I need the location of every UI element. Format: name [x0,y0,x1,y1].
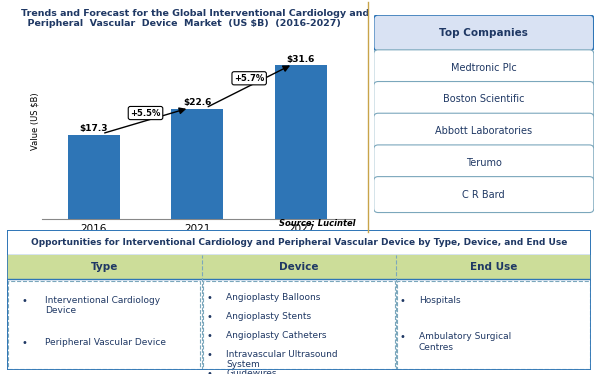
Text: •: • [399,296,405,306]
FancyBboxPatch shape [374,113,594,149]
Text: •: • [207,369,213,374]
Text: •: • [207,312,213,322]
Text: Peripheral Vascular Device: Peripheral Vascular Device [45,338,166,347]
FancyBboxPatch shape [374,177,594,212]
Text: •: • [207,331,213,341]
Text: $31.6: $31.6 [287,55,315,64]
FancyBboxPatch shape [374,50,594,86]
Text: Device: Device [279,262,319,272]
Text: Angioplasty Catheters: Angioplasty Catheters [226,331,327,340]
Text: Guidewires: Guidewires [226,369,276,374]
Text: Medtronic Plc: Medtronic Plc [451,63,517,73]
Text: Hospitals: Hospitals [419,296,460,305]
FancyBboxPatch shape [7,230,591,370]
Text: $22.6: $22.6 [183,98,212,107]
Text: +5.5%: +5.5% [130,108,161,117]
Text: Trends and Forecast for the Global Interventional Cardiology and: Trends and Forecast for the Global Inter… [21,9,369,18]
Text: Terumo: Terumo [466,158,502,168]
Bar [275,65,327,219]
Text: Top Companies: Top Companies [440,28,528,38]
Text: •: • [207,293,213,303]
Text: Abbott Laboratories: Abbott Laboratories [435,126,532,136]
Text: Opportunities for Interventional Cardiology and Peripheral Vascular Device by Ty: Opportunities for Interventional Cardiol… [31,238,567,247]
Text: End Use: End Use [469,262,517,272]
FancyBboxPatch shape [397,280,590,369]
Text: Angioplasty Balloons: Angioplasty Balloons [226,293,321,302]
FancyBboxPatch shape [8,280,200,369]
Text: Source: Lucintel: Source: Lucintel [279,219,356,228]
Text: •: • [399,332,405,342]
Text: Type: Type [91,262,118,272]
FancyBboxPatch shape [374,145,594,181]
Y-axis label: Value (US $B): Value (US $B) [30,93,39,150]
Text: Ambulatory Surgical
Centres: Ambulatory Surgical Centres [419,332,511,352]
Text: •: • [22,296,28,306]
Bar [172,109,223,219]
FancyBboxPatch shape [374,82,594,117]
FancyBboxPatch shape [374,15,594,51]
Text: Boston Scientific: Boston Scientific [443,95,524,104]
FancyBboxPatch shape [202,255,396,279]
Text: •: • [207,350,213,360]
Bar [68,135,120,219]
Text: Intravascular Ultrasound
System: Intravascular Ultrasound System [226,350,338,369]
Text: Interventional Cardiology
Device: Interventional Cardiology Device [45,296,160,315]
FancyBboxPatch shape [7,255,202,279]
Text: $17.3: $17.3 [80,124,108,133]
FancyBboxPatch shape [396,255,591,279]
Text: •: • [22,338,28,348]
Text: Peripheral  Vascular  Device  Market  (US $B)  (2016-2027): Peripheral Vascular Device Market (US $B… [21,19,341,28]
Text: +5.7%: +5.7% [234,74,264,83]
Text: Angioplasty Stents: Angioplasty Stents [226,312,311,321]
FancyBboxPatch shape [203,280,395,369]
Text: C R Bard: C R Bard [462,190,505,200]
